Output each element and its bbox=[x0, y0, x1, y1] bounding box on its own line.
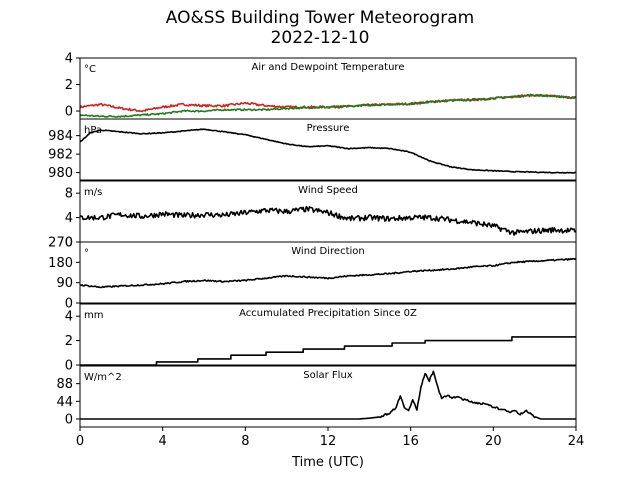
y-tick-label: 2 bbox=[65, 334, 73, 349]
panel-5: 0 2 4 Accumulated Precipitation Since 0Z mm bbox=[65, 303, 577, 374]
panel-title: Wind Speed bbox=[298, 185, 358, 196]
y-tick-label: 4 bbox=[65, 211, 73, 226]
y-tick-label: 8 bbox=[65, 187, 73, 202]
y-tick-label: 88 bbox=[56, 377, 73, 392]
series-line-6-1 bbox=[80, 370, 576, 420]
panel-6: 0 44 88 Solar Flux W/m^2 bbox=[56, 365, 577, 428]
x-tick-label: 20 bbox=[485, 434, 502, 449]
panel-unit-label: ° bbox=[84, 248, 89, 259]
x-axis: 0 4 8 12 16 20 24 bbox=[76, 427, 584, 449]
panel-3: 0 4 8 Wind Speed m/s bbox=[65, 180, 577, 251]
x-axis-label: Time (UTC) bbox=[291, 455, 364, 470]
panel-unit-label: m/s bbox=[84, 187, 102, 198]
panel-unit-label: °C bbox=[84, 64, 96, 75]
series-line-3-1 bbox=[79, 205, 576, 236]
x-tick-label: 24 bbox=[568, 434, 585, 449]
y-tick-label: 270 bbox=[48, 236, 73, 251]
x-tick-label: 8 bbox=[241, 434, 249, 449]
y-tick-label: 0 bbox=[65, 412, 73, 427]
y-tick-label: 44 bbox=[56, 395, 73, 410]
series-line-1-2 bbox=[79, 93, 577, 118]
y-tick-label: 0 bbox=[65, 297, 73, 312]
panel-unit-label: mm bbox=[84, 310, 103, 321]
x-tick-label: 0 bbox=[76, 434, 84, 449]
series-line-5-1 bbox=[80, 336, 576, 366]
panel-2: 980 982 984 Pressure hPa bbox=[48, 118, 577, 181]
panel-frame bbox=[79, 303, 577, 366]
y-tick-label: 982 bbox=[48, 148, 73, 163]
panel-1: 0 2 4 Air and Dewpoint Temperature °C bbox=[65, 52, 577, 120]
series-line-2-1 bbox=[79, 128, 577, 174]
panel-4: 0 90 180 270 Wind Direction ° bbox=[48, 236, 577, 312]
x-tick-label: 16 bbox=[402, 434, 419, 449]
y-tick-label: 984 bbox=[48, 129, 73, 144]
panel-frame bbox=[79, 118, 577, 181]
y-tick-label: 0 bbox=[65, 236, 73, 251]
panel-title: Wind Direction bbox=[291, 246, 365, 257]
panel-title: Pressure bbox=[307, 123, 350, 134]
y-tick-label: 4 bbox=[65, 52, 73, 67]
panel-title: Solar Flux bbox=[303, 370, 353, 381]
y-tick-label: 180 bbox=[48, 256, 73, 271]
y-tick-label: 90 bbox=[56, 276, 73, 291]
chart-title: AO&SS Building Tower Meteorogram bbox=[165, 8, 475, 28]
panel-unit-label: W/m^2 bbox=[84, 372, 122, 383]
chart-subtitle: 2022-12-10 bbox=[270, 28, 370, 48]
y-tick-label: 980 bbox=[48, 166, 73, 181]
x-tick-label: 12 bbox=[320, 434, 337, 449]
y-tick-label: 0 bbox=[65, 359, 73, 374]
y-tick-label: 4 bbox=[65, 310, 73, 325]
series-line-4-1 bbox=[79, 257, 577, 289]
x-tick-label: 4 bbox=[159, 434, 167, 449]
y-tick-label: 2 bbox=[65, 78, 73, 93]
panel-title: Air and Dewpoint Temperature bbox=[252, 62, 405, 73]
panel-frame bbox=[79, 241, 577, 304]
y-tick-label: 0 bbox=[65, 105, 73, 120]
panel-unit-label: hPa bbox=[84, 125, 102, 136]
panel-title: Accumulated Precipitation Since 0Z bbox=[239, 308, 417, 319]
